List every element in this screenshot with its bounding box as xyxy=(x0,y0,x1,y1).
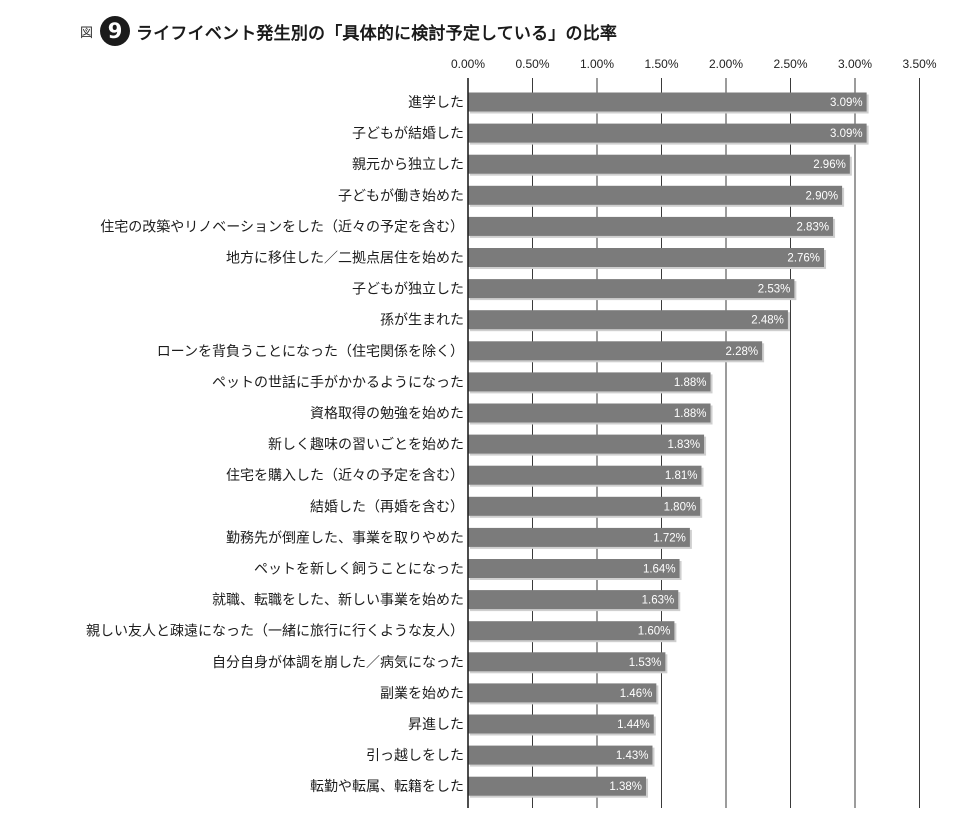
x-tick-label: 1.50% xyxy=(644,57,678,71)
bar xyxy=(468,403,711,423)
value-label: 2.53% xyxy=(758,284,791,296)
bar xyxy=(468,590,679,610)
category-label: ペットの世話に手がかかるようになった xyxy=(212,374,464,391)
category-label: 結婚した（再婚を含む） xyxy=(310,499,464,515)
value-label: 1.88% xyxy=(674,408,707,420)
category-label: 就職、転職をした、新しい事業を始めた xyxy=(212,593,464,609)
category-label: 昇進した xyxy=(408,717,464,733)
category-label: 住宅の改築やリノベーションをした（近々の予定を含む） xyxy=(100,219,464,235)
category-label: ローンを背負うことになった（住宅関係を除く） xyxy=(157,344,464,360)
bar xyxy=(468,279,795,299)
value-label: 1.80% xyxy=(664,501,697,513)
value-label: 2.96% xyxy=(813,159,846,171)
value-label: 1.63% xyxy=(642,595,675,607)
bar xyxy=(468,341,763,361)
x-tick-label: 2.00% xyxy=(709,57,743,71)
value-label: 2.28% xyxy=(726,346,759,358)
value-label: 1.64% xyxy=(643,564,676,576)
bar xyxy=(468,714,654,734)
x-tick-label: 0.00% xyxy=(451,57,485,71)
value-label: 1.43% xyxy=(616,750,649,762)
bar xyxy=(468,123,867,143)
bar xyxy=(468,310,788,330)
x-axis-tick-labels: 0.00% 0.50% 1.00% 1.50% 2.00% 2.50% 3.00% 3.50% xyxy=(451,57,937,71)
value-label: 3.09% xyxy=(830,97,863,109)
figure-prefix: 図 xyxy=(80,25,95,41)
bar xyxy=(468,776,647,796)
value-label: 2.90% xyxy=(805,190,838,202)
category-label: 子どもが結婚した xyxy=(352,126,464,142)
category-label: 親元から独立した xyxy=(352,157,464,173)
category-label: 子どもが独立した xyxy=(352,282,464,298)
bar xyxy=(468,185,843,205)
x-tick-label: 0.50% xyxy=(515,57,549,71)
value-label: 3.09% xyxy=(830,128,863,140)
category-label: 勤務先が倒産した、事業を取りやめた xyxy=(226,530,464,546)
bar xyxy=(468,154,850,174)
value-label: 2.48% xyxy=(751,315,784,327)
x-tick-label: 3.00% xyxy=(838,57,872,71)
category-label: 転勤や転属、転籍をした xyxy=(310,778,464,795)
category-label: 地方に移住した／二拠点居住を始めた xyxy=(226,251,464,267)
x-tick-label: 3.50% xyxy=(902,57,936,71)
value-label: 2.76% xyxy=(787,253,820,265)
value-label: 2.83% xyxy=(796,221,829,233)
bar xyxy=(468,652,666,672)
category-label: 孫が生まれた xyxy=(380,313,464,329)
bar xyxy=(468,527,690,547)
value-label: 1.38% xyxy=(609,781,642,793)
bar xyxy=(468,372,711,392)
chart-title: ライフイベント発生別の「具体的に検討予定している」の比率 xyxy=(136,23,618,44)
category-label: 子どもが働き始めた xyxy=(338,188,464,204)
category-label: 資格取得の勉強を始めた xyxy=(310,405,464,422)
category-label: 住宅を購入した（近々の予定を含む） xyxy=(226,468,464,484)
bar xyxy=(468,465,702,485)
bar xyxy=(468,683,657,703)
x-tick-label: 1.00% xyxy=(580,57,614,71)
value-label: 1.81% xyxy=(665,470,698,482)
category-label: 進学した xyxy=(408,95,464,111)
category-label: ペットを新しく飼うことになった xyxy=(254,562,464,578)
x-tick-label: 2.50% xyxy=(773,57,807,71)
category-label: 引っ越しをした xyxy=(366,748,464,764)
bar xyxy=(468,92,867,112)
bar xyxy=(468,621,675,641)
category-label: 親しい友人と疎遠になった（一緒に旅行に行くような友人） xyxy=(86,624,464,640)
bar xyxy=(468,496,701,516)
value-label: 1.53% xyxy=(629,657,662,669)
value-label: 1.46% xyxy=(620,688,653,700)
category-labels: 進学した子どもが結婚した親元から独立した子どもが働き始めた住宅の改築やリノベーシ… xyxy=(86,95,464,795)
category-label: 新しく趣味の習いごとを始めた xyxy=(268,437,464,453)
value-label: 1.44% xyxy=(617,719,650,731)
bar xyxy=(468,745,653,765)
bar xyxy=(468,434,705,454)
bar xyxy=(468,559,680,578)
bar xyxy=(468,216,834,236)
bars: 3.09% 3.09% 2.96% 2.90% 2.83% 2.76% 2.53% 2.48%… xyxy=(468,92,869,798)
bar xyxy=(468,248,825,267)
value-label: 1.83% xyxy=(667,439,700,451)
value-label: 1.60% xyxy=(638,626,671,638)
value-label: 1.72% xyxy=(653,532,686,544)
category-label: 自分自身が体調を崩した／病気になった xyxy=(212,655,464,671)
figure-number-badge: 9 xyxy=(100,16,131,46)
figure-header: 図 9 ライフイベント発生別の「具体的に検討予定している」の比率 xyxy=(80,14,617,48)
category-label: 副業を始めた xyxy=(380,686,464,702)
value-label: 1.88% xyxy=(674,377,707,389)
